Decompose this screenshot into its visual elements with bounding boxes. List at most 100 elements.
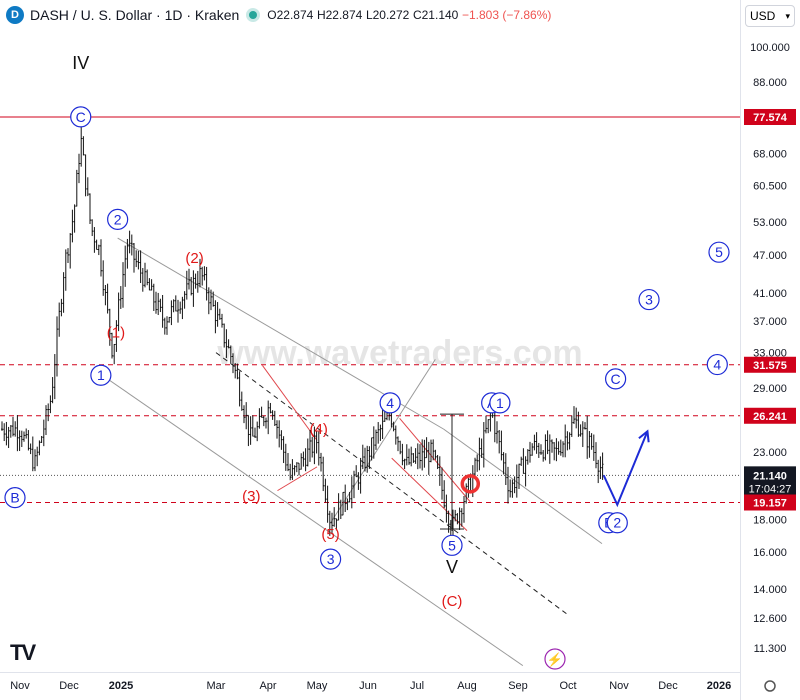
- time-tick-label: 2026: [707, 680, 731, 692]
- wave-label-circle: [604, 368, 627, 390]
- price-level-label: 31.575: [753, 360, 787, 372]
- symbol-title[interactable]: DASH / U. S. Dollar · 1D · Kraken: [30, 7, 240, 23]
- tradingview-logo: TV: [10, 640, 36, 665]
- time-tick-label: May: [307, 680, 328, 692]
- wave-label-1: C: [70, 106, 92, 128]
- chevron-down-icon: ▾: [785, 10, 790, 21]
- time-tick-label: Jul: [410, 680, 424, 692]
- wave-label-circle: [606, 512, 628, 534]
- price-level-badge: [744, 356, 796, 373]
- price-tick-label: 11.300: [754, 643, 787, 655]
- wave-label-circle: [4, 487, 26, 509]
- price-tick-label: 33.000: [753, 348, 787, 360]
- ohlc-low: L20.272: [365, 8, 410, 22]
- wave-label-18: 2: [606, 512, 628, 534]
- price-change: −1.803 (−7.86%): [461, 8, 552, 22]
- time-tick-label: Dec: [658, 680, 678, 692]
- trendline-3: [330, 359, 436, 524]
- wave-label-13: V: [446, 557, 458, 577]
- wave-label-9: (5): [321, 526, 339, 543]
- wave-label-text: (4): [310, 421, 328, 438]
- wave-label-text: (5): [321, 526, 339, 543]
- wave-label-circle: [638, 288, 660, 311]
- chart-header: D DASH / U. S. Dollar · 1D · Kraken O22.…: [0, 0, 740, 30]
- wave-label-text: 1: [97, 367, 105, 383]
- wave-label-6: 1: [90, 364, 112, 386]
- wave-label-text: 4: [713, 357, 721, 373]
- price-level-badge: [744, 108, 796, 125]
- price-tick-label: 37.000: [753, 316, 787, 328]
- wave-label-7: (3): [242, 488, 260, 505]
- price-tick-label: 60.500: [753, 181, 787, 193]
- trendline-1: [443, 428, 603, 545]
- wave-label-text: 4: [386, 395, 394, 411]
- breakout-ring-marker: [460, 474, 481, 494]
- time-tick-label: Jun: [359, 680, 377, 692]
- time-tick-label: Oct: [559, 680, 576, 692]
- wave-label-circle: [706, 353, 728, 376]
- wave-label-text: 3: [645, 292, 653, 308]
- wave-label-circle: [70, 106, 92, 128]
- wave-label-circle: [379, 392, 401, 414]
- trendline-7: [399, 417, 471, 503]
- wave-label-circle: [441, 534, 463, 556]
- wave-label-circle: [320, 548, 342, 570]
- wave-label-text: C: [611, 371, 621, 387]
- time-tick-label: Aug: [457, 680, 477, 692]
- wave-label-8: (4): [310, 421, 328, 438]
- wave-label-0: IV: [72, 53, 89, 73]
- projection-path: [602, 430, 649, 508]
- time-tick-label: Apr: [259, 680, 276, 692]
- price-level-badge: [744, 407, 796, 424]
- wave-label-19: C: [604, 368, 627, 390]
- time-tick-label: Nov: [10, 680, 30, 692]
- price-tick-label: 53.000: [753, 217, 787, 229]
- price-level-label: 77.574: [753, 112, 788, 124]
- wave-label-text: (1): [107, 324, 125, 341]
- price-tick-label: 18.000: [753, 515, 787, 527]
- wave-label-text: C: [76, 109, 86, 125]
- price-tick-label: 29.000: [753, 383, 787, 395]
- last-price-label: 21.140: [753, 470, 787, 482]
- price-tick-label: 14.000: [753, 584, 787, 596]
- ohlc-open: O22.874: [267, 8, 314, 22]
- dash-logo-icon: D: [6, 6, 24, 24]
- price-tick-label: 88.000: [753, 77, 787, 89]
- wave-label-text: 5: [715, 244, 723, 260]
- wave-label-text: V: [446, 557, 458, 577]
- lightning-icon[interactable]: ⚡: [544, 648, 566, 670]
- lightning-icon-glyph: ⚡: [547, 652, 563, 668]
- wave-label-text: 2: [613, 515, 621, 531]
- trendline-8: [391, 457, 468, 531]
- wave-label-text: 1: [496, 395, 504, 411]
- trendline-4: [215, 352, 567, 615]
- wave-label-16: 1: [489, 392, 511, 414]
- price-tick-label: 68.000: [753, 148, 787, 160]
- last-price-badge: [744, 466, 796, 497]
- price-tick-label: 12.600: [753, 613, 787, 625]
- trendline-5: [262, 365, 318, 441]
- wave-label-text: 5: [448, 537, 456, 553]
- price-tick-label: 16.000: [753, 547, 787, 559]
- ohlc-high: H22.874: [316, 8, 363, 22]
- wave-label-2: B: [4, 487, 26, 509]
- wave-label-20: 3: [638, 288, 660, 311]
- price-tick-label: 100.000: [750, 42, 790, 54]
- currency-label: USD: [750, 9, 776, 23]
- time-tick-label: Mar: [207, 680, 226, 692]
- trendline-6: [277, 466, 318, 492]
- wave-label-text: (3): [242, 488, 260, 505]
- settings-gear-icon[interactable]: [764, 680, 776, 692]
- currency-selector[interactable]: USD ▾: [745, 5, 795, 27]
- wave-label-10: 3: [320, 548, 342, 570]
- wave-label-text: (C): [442, 593, 463, 610]
- price-tick-label: 47.000: [753, 250, 787, 262]
- wave-label-5: (1): [107, 324, 125, 341]
- wave-label-21: 4: [706, 353, 728, 376]
- price-level-label: 26.241: [753, 411, 787, 423]
- lightning-icon-circle: [544, 648, 566, 670]
- ohlc-close: C21.140: [412, 8, 459, 22]
- wave-label-text: IV: [72, 53, 89, 73]
- wave-label-text: 2: [114, 211, 122, 227]
